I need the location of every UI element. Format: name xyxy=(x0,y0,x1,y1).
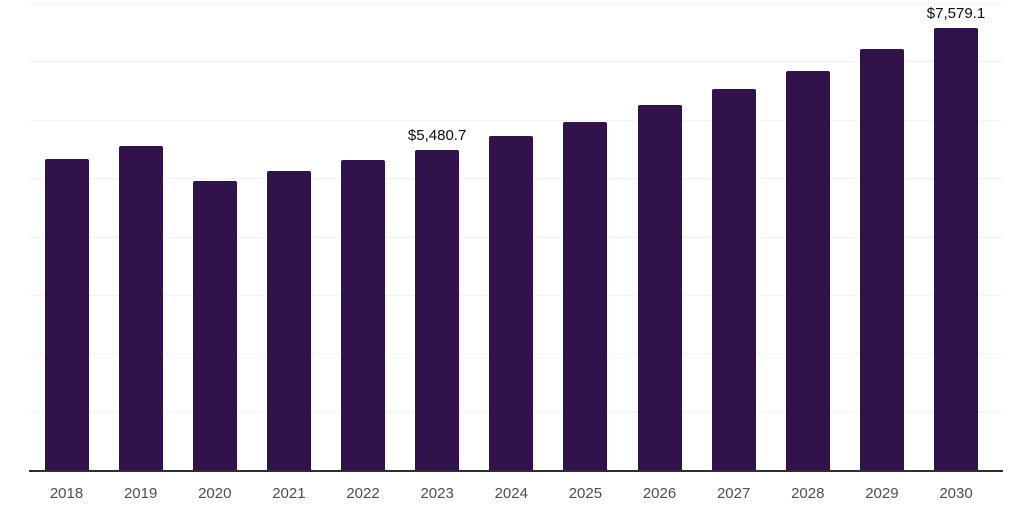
gridline xyxy=(29,61,1003,63)
plot-area: $5,480.7 $7,579.1 xyxy=(29,3,1003,472)
bar-2019[interactable] xyxy=(118,146,163,470)
x-axis-label-2027: 2027 xyxy=(716,485,751,502)
x-axis-label-2019: 2019 xyxy=(123,485,158,502)
bar-2028[interactable] xyxy=(785,71,830,470)
gridline xyxy=(29,119,1003,121)
x-axis-label-2018: 2018 xyxy=(49,485,84,502)
x-axis-line xyxy=(29,470,1003,472)
bar-2024[interactable] xyxy=(489,136,534,470)
bar-2022[interactable] xyxy=(341,160,385,470)
x-axis-label-2030: 2030 xyxy=(939,485,973,502)
bar-value-label-2023: $5,480.7 xyxy=(407,127,467,145)
bar-2029[interactable] xyxy=(859,49,904,470)
x-axis-label-2020: 2020 xyxy=(198,485,232,502)
gridline xyxy=(29,3,1003,4)
x-axis-label-2028: 2028 xyxy=(791,485,825,502)
x-axis-label-2029: 2029 xyxy=(865,485,899,502)
bar-2018[interactable] xyxy=(44,158,89,470)
bar-2025[interactable] xyxy=(563,122,608,470)
bar-2026[interactable] xyxy=(637,105,682,470)
bar-value-label-2030: $7,579.1 xyxy=(926,4,986,22)
bar-2020[interactable] xyxy=(192,181,237,470)
bar-2030[interactable] xyxy=(934,27,978,470)
bar-2021[interactable] xyxy=(266,170,311,470)
x-axis-label-2022: 2022 xyxy=(346,485,380,502)
x-axis-label-2023: 2023 xyxy=(420,485,454,502)
bar-2027[interactable] xyxy=(711,89,756,470)
x-axis-label-2026: 2026 xyxy=(642,485,677,502)
x-axis-label-2021: 2021 xyxy=(272,485,306,502)
bar-2023[interactable] xyxy=(415,150,460,470)
x-axis-label-2025: 2025 xyxy=(568,485,603,502)
x-axis-label-2024: 2024 xyxy=(494,485,528,502)
